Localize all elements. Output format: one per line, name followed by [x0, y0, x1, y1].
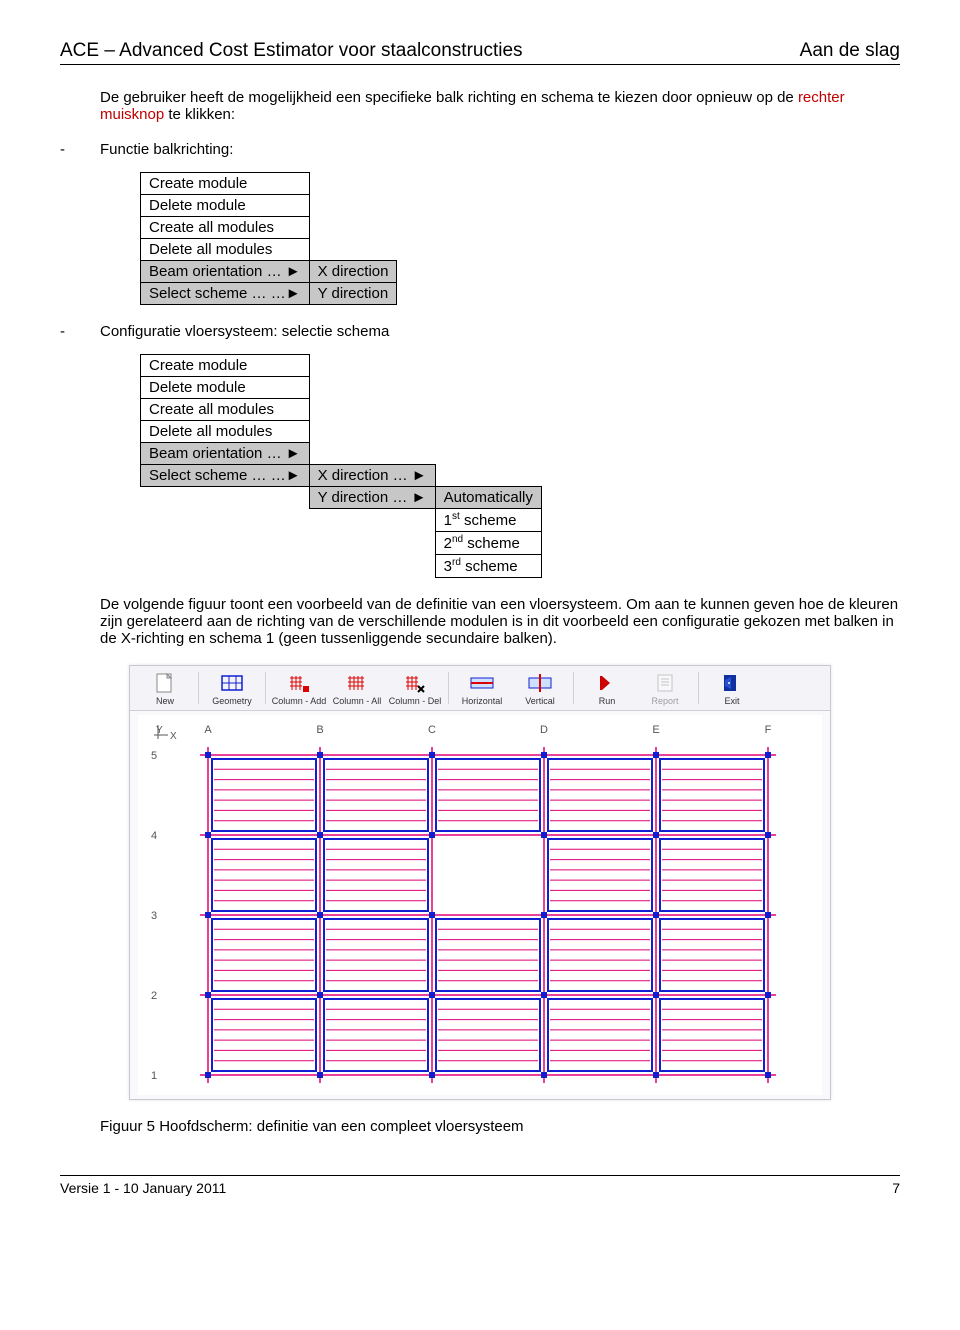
- toolbar-geometry[interactable]: Geometry: [203, 670, 261, 706]
- toolbar-column-all[interactable]: Column - All: [328, 670, 386, 706]
- submenu-item[interactable]: 2nd scheme: [435, 532, 541, 555]
- intro-paragraph: De gebruiker heeft de mogelijkheid een s…: [100, 89, 900, 123]
- header-title-right: Aan de slag: [800, 40, 900, 62]
- submenu-item[interactable]: Automatically: [435, 487, 541, 509]
- svg-text:C: C: [428, 724, 436, 736]
- svg-text:F: F: [765, 724, 772, 736]
- toolbar: New Geometry Column - Add Column - All C…: [130, 666, 830, 711]
- description-paragraph: De volgende figuur toont een voorbeeld v…: [100, 596, 900, 647]
- toolbar-vertical[interactable]: Vertical: [511, 670, 569, 706]
- toolbar-column-add[interactable]: Column - Add: [270, 670, 328, 706]
- menu-item-submenu[interactable]: Select scheme … …►: [141, 283, 310, 305]
- svg-text:4: 4: [151, 830, 157, 842]
- toolbar-column-del[interactable]: Column - Del: [386, 670, 444, 706]
- floor-system-screenshot: New Geometry Column - Add Column - All C…: [129, 665, 831, 1100]
- footer-version: Versie 1 - 10 January 2011: [60, 1180, 226, 1196]
- menu-item[interactable]: Create module: [141, 173, 310, 195]
- toolbar-report[interactable]: Report: [636, 670, 694, 706]
- svg-text:3: 3: [151, 910, 157, 922]
- submenu-item[interactable]: X direction: [309, 261, 397, 283]
- menu-item[interactable]: Create module: [141, 355, 310, 377]
- submenu-item[interactable]: X direction … ►: [309, 465, 435, 487]
- svg-text:E: E: [652, 724, 659, 736]
- menu-item-submenu[interactable]: Beam orientation … ►: [141, 443, 310, 465]
- svg-text:2: 2: [151, 990, 157, 1002]
- context-menu-1: Create module Delete module Create all m…: [140, 172, 397, 305]
- menu-item[interactable]: Delete module: [141, 195, 310, 217]
- menu-item[interactable]: Create all modules: [141, 399, 310, 421]
- toolbar-new[interactable]: New: [136, 670, 194, 706]
- grid-canvas[interactable]: YX A B C D E F 5 4 3 2 1: [138, 715, 822, 1095]
- svg-text:Y: Y: [156, 725, 163, 736]
- submenu-item[interactable]: Y direction … ►: [309, 487, 435, 509]
- submenu-item[interactable]: 1st scheme: [435, 509, 541, 532]
- svg-text:A: A: [204, 724, 212, 736]
- toolbar-run[interactable]: Run: [578, 670, 636, 706]
- menu-item[interactable]: Create all modules: [141, 217, 310, 239]
- figure-caption: Figuur 5 Hoofdscherm: definitie van een …: [100, 1118, 900, 1135]
- menu-item[interactable]: Delete module: [141, 377, 310, 399]
- menu-item-submenu[interactable]: Select scheme … …►: [141, 465, 310, 487]
- header-title-left: ACE – Advanced Cost Estimator voor staal…: [60, 40, 523, 62]
- menu-item-submenu[interactable]: Beam orientation … ►: [141, 261, 310, 283]
- svg-text:B: B: [316, 724, 323, 736]
- svg-text:5: 5: [151, 750, 157, 762]
- svg-text:D: D: [540, 724, 548, 736]
- bullet-1: Functie balkrichting:: [100, 141, 233, 158]
- svg-text:1: 1: [151, 1070, 157, 1082]
- toolbar-exit[interactable]: Exit: [703, 670, 761, 706]
- bullet-2: Configuratie vloersysteem: selectie sche…: [100, 323, 389, 340]
- submenu-item[interactable]: 3rd scheme: [435, 555, 541, 578]
- footer-page-number: 7: [892, 1180, 900, 1196]
- svg-text:X: X: [170, 731, 177, 742]
- menu-item[interactable]: Delete all modules: [141, 421, 310, 443]
- context-menu-2: Create module Delete module Create all m…: [140, 354, 542, 578]
- menu-item[interactable]: Delete all modules: [141, 239, 310, 261]
- toolbar-horizontal[interactable]: Horizontal: [453, 670, 511, 706]
- submenu-item[interactable]: Y direction: [309, 283, 397, 305]
